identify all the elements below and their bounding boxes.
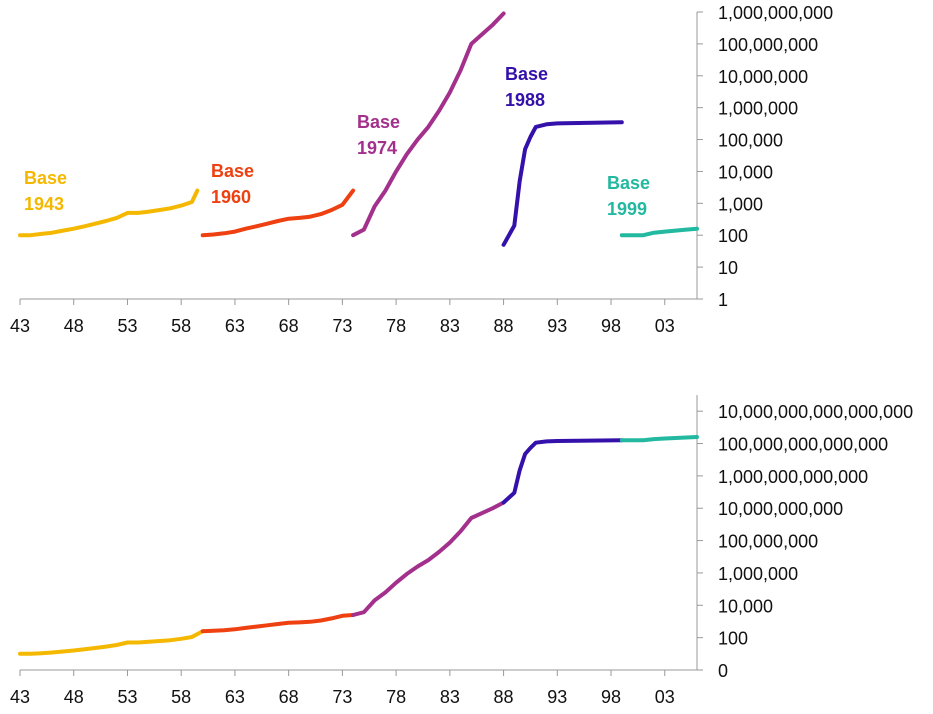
series-line-4 xyxy=(501,120,624,247)
x-tick-label: 98 xyxy=(601,316,621,336)
y-tick-label: 100,000,000 xyxy=(718,532,818,552)
x-tick-label: 58 xyxy=(171,316,191,336)
series-line-1 xyxy=(18,188,200,238)
y-tick-label: 1,000 xyxy=(718,194,763,214)
y-tick-label: 1,000,000,000 xyxy=(718,3,833,23)
x-tick-label: 88 xyxy=(494,687,514,707)
y-tick-label: 10,000 xyxy=(718,596,773,616)
y-tick-label: 0 xyxy=(718,661,728,681)
series-label-line2: 1943 xyxy=(24,194,64,214)
series-line-2 xyxy=(200,613,356,634)
series-line-3 xyxy=(351,11,506,238)
series-label-line1: Base xyxy=(505,64,548,84)
y-tick-label: 100,000,000,000,000 xyxy=(718,435,888,455)
x-tick-label: 48 xyxy=(64,687,84,707)
y-tick-label: 100 xyxy=(718,226,748,246)
x-tick-label: 83 xyxy=(440,687,460,707)
series-line-4 xyxy=(501,438,624,505)
series-label-line2: 1974 xyxy=(357,138,397,158)
y-tick-label: 10,000,000,000,000,000 xyxy=(718,402,913,422)
series-label-line2: 1960 xyxy=(211,187,251,207)
x-tick-label: 63 xyxy=(225,687,245,707)
x-tick-label: 03 xyxy=(655,687,675,707)
series-label-line2: 1988 xyxy=(505,90,545,110)
series-label-line2: 1999 xyxy=(607,199,647,219)
x-tick-label: 63 xyxy=(225,316,245,336)
x-tick-label: 83 xyxy=(440,316,460,336)
x-tick-label: 98 xyxy=(601,687,621,707)
x-tick-label: 53 xyxy=(117,687,137,707)
x-tick-label: 73 xyxy=(332,316,352,336)
x-tick-label: 58 xyxy=(171,687,191,707)
series-label-line1: Base xyxy=(24,168,67,188)
x-tick-label: 03 xyxy=(655,316,675,336)
x-tick-label: 43 xyxy=(10,316,30,336)
y-tick-label: 10,000,000,000 xyxy=(718,499,843,519)
x-tick-label: 73 xyxy=(332,687,352,707)
y-tick-label: 10,000,000 xyxy=(718,67,808,87)
y-tick-label: 100,000 xyxy=(718,131,783,151)
x-tick-label: 93 xyxy=(547,687,567,707)
x-tick-label: 68 xyxy=(279,687,299,707)
y-tick-label: 1,000,000,000,000 xyxy=(718,467,868,487)
x-tick-label: 93 xyxy=(547,316,567,336)
series-label-line1: Base xyxy=(211,161,254,181)
series-line-2 xyxy=(200,188,356,238)
x-tick-label: 68 xyxy=(279,316,299,336)
series-line-5 xyxy=(619,435,699,443)
chart-panel-1: 43 48 53 58 63 68 73 78 83 88 93 98 03 1,000,000,000 1… xyxy=(10,3,833,336)
x-tick-label: 43 xyxy=(10,687,30,707)
series-label-line1: Base xyxy=(357,112,400,132)
x-tick-label: 78 xyxy=(386,316,406,336)
x-tick-label: 53 xyxy=(117,316,137,336)
chart-panel-2: 43 48 53 58 63 68 73 78 83 88 93 98 03 10,000,000,000… xyxy=(10,395,913,707)
x-tick-label: 88 xyxy=(494,316,514,336)
y-tick-label: 1,000,000 xyxy=(718,99,798,119)
series-line-5 xyxy=(619,226,699,238)
series-line-3 xyxy=(351,500,506,617)
y-tick-label: 100 xyxy=(718,629,748,649)
y-tick-label: 10,000 xyxy=(718,162,773,182)
series-line-1 xyxy=(18,629,205,656)
y-tick-label: 1 xyxy=(718,290,728,310)
x-tick-label: 78 xyxy=(386,687,406,707)
y-tick-label: 100,000,000 xyxy=(718,35,818,55)
y-tick-label: 10 xyxy=(718,258,738,278)
x-tick-label: 48 xyxy=(64,316,84,336)
series-label-line1: Base xyxy=(607,173,650,193)
y-tick-label: 1,000,000 xyxy=(718,564,798,584)
